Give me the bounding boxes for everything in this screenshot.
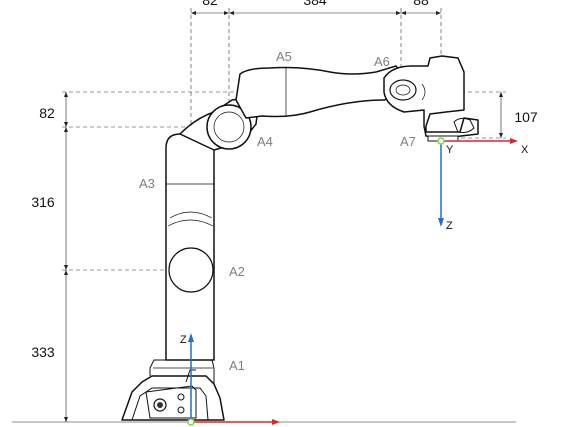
flange-origin-marker — [437, 137, 445, 145]
dim-label-top-left: 82 — [202, 0, 218, 8]
dim-label-top-right: 88 — [413, 0, 429, 8]
right-dimension-line — [499, 92, 503, 138]
joint-label-a2: A2 — [229, 264, 245, 279]
flange-z-axis-label: Z — [446, 220, 453, 232]
robot-arm — [121, 55, 479, 421]
joint-label-a7: A7 — [400, 134, 416, 149]
left-dimension-line — [64, 92, 68, 422]
joint-a4-disc — [206, 104, 252, 150]
base-z-axis-label: Z — [180, 334, 187, 346]
flange-y-axis-label: Y — [446, 144, 454, 156]
robot-wrist — [383, 55, 479, 139]
robot-base — [121, 375, 225, 421]
robot-link-upper — [235, 65, 405, 119]
dim-label-left-top: 82 — [39, 105, 55, 121]
robot-link-lower — [165, 133, 215, 361]
base-frame-axes — [187, 333, 280, 426]
flange-x-axis-label: X — [521, 144, 529, 156]
dim-label-top-mid: 384 — [303, 0, 327, 8]
joint-a6-disc — [389, 79, 417, 101]
joint-label-a3: A3 — [139, 176, 155, 191]
top-dimension-line — [191, 11, 441, 15]
flange-frame-axes — [437, 137, 518, 227]
base-origin-marker — [187, 418, 195, 426]
joint-label-a5: A5 — [276, 49, 292, 64]
dim-label-right: 107 — [514, 109, 538, 125]
base-connector-small — [177, 393, 185, 401]
dim-label-left-bottom: 333 — [31, 344, 55, 360]
joint-label-a6: A6 — [374, 54, 390, 69]
joint-label-a4: A4 — [257, 134, 273, 149]
joint-a2-disc — [168, 247, 214, 293]
joint-label-a1: A1 — [229, 358, 245, 373]
dim-label-left-mid: 316 — [31, 194, 55, 210]
